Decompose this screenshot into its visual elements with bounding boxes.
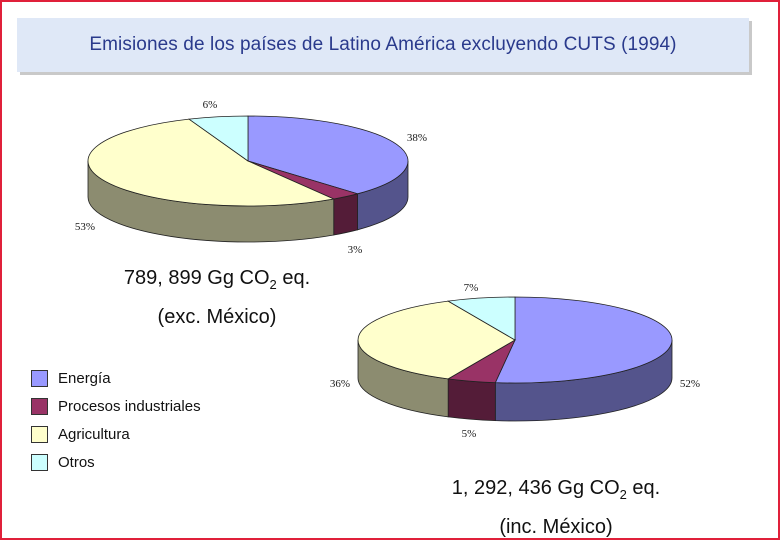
pie-slice-energia <box>247 115 409 195</box>
caption-exc-mexico: 789, 899 Gg CO2 eq. (exc. México) <box>92 262 342 334</box>
title-banner: Emisiones de los países de Latino Améric… <box>17 18 749 72</box>
pie-side-procesos <box>333 193 358 236</box>
pie-label-otros: 6% <box>203 99 218 111</box>
legend-item-agricultura: Agricultura <box>31 420 201 448</box>
legend-item-energia: Energía <box>31 364 201 392</box>
pie-label-agricultura: 36% <box>330 378 350 390</box>
pie-label-agricultura: 53% <box>75 221 95 233</box>
pie-side-procesos <box>447 378 496 422</box>
pie-label-procesos: 3% <box>348 244 363 256</box>
pie-label-otros: 7% <box>464 282 479 294</box>
pie-slice-agricultura <box>87 118 336 207</box>
pie-label-energia: 52% <box>680 378 700 390</box>
caption-exc-mexico-line1: 789, 899 Gg CO2 eq. <box>123 267 311 292</box>
pie-chart-exc-mexico: 38% 3% 53% 6% <box>75 99 427 256</box>
pie-slice-otros <box>446 296 516 341</box>
legend-label-energia: Energía <box>58 369 111 387</box>
pie-label-energia: 38% <box>407 132 427 144</box>
legend-swatch-agricultura <box>31 425 48 443</box>
caption-inc-mexico-line1: 1, 292, 436 Gg CO2 eq. <box>451 477 661 502</box>
legend-label-agricultura: Agricultura <box>58 425 130 443</box>
pie-slice-otros <box>188 115 249 162</box>
caption-exc-mexico-line2: (exc. México) <box>157 306 277 328</box>
pie-chart-inc-mexico: 52% 5% 36% 7% <box>330 282 700 440</box>
pie-label-procesos: 5% <box>462 428 477 440</box>
caption-inc-mexico: 1, 292, 436 Gg CO2 eq. (inc. México) <box>425 472 687 544</box>
legend-item-otros: Otros <box>31 448 201 476</box>
legend-swatch-energia <box>31 369 48 387</box>
legend: Energía Procesos industriales Agricultur… <box>31 364 201 476</box>
legend-swatch-procesos <box>31 397 48 415</box>
legend-label-otros: Otros <box>58 453 95 471</box>
pie-slice-energia <box>494 296 673 384</box>
chart-title: Emisiones de los países de Latino Améric… <box>89 34 677 55</box>
legend-label-procesos: Procesos industriales <box>58 397 201 415</box>
legend-item-procesos: Procesos industriales <box>31 392 201 420</box>
pie-slice-agricultura <box>357 300 516 380</box>
caption-inc-mexico-line2: (inc. México) <box>499 516 613 538</box>
legend-swatch-otros <box>31 453 48 471</box>
